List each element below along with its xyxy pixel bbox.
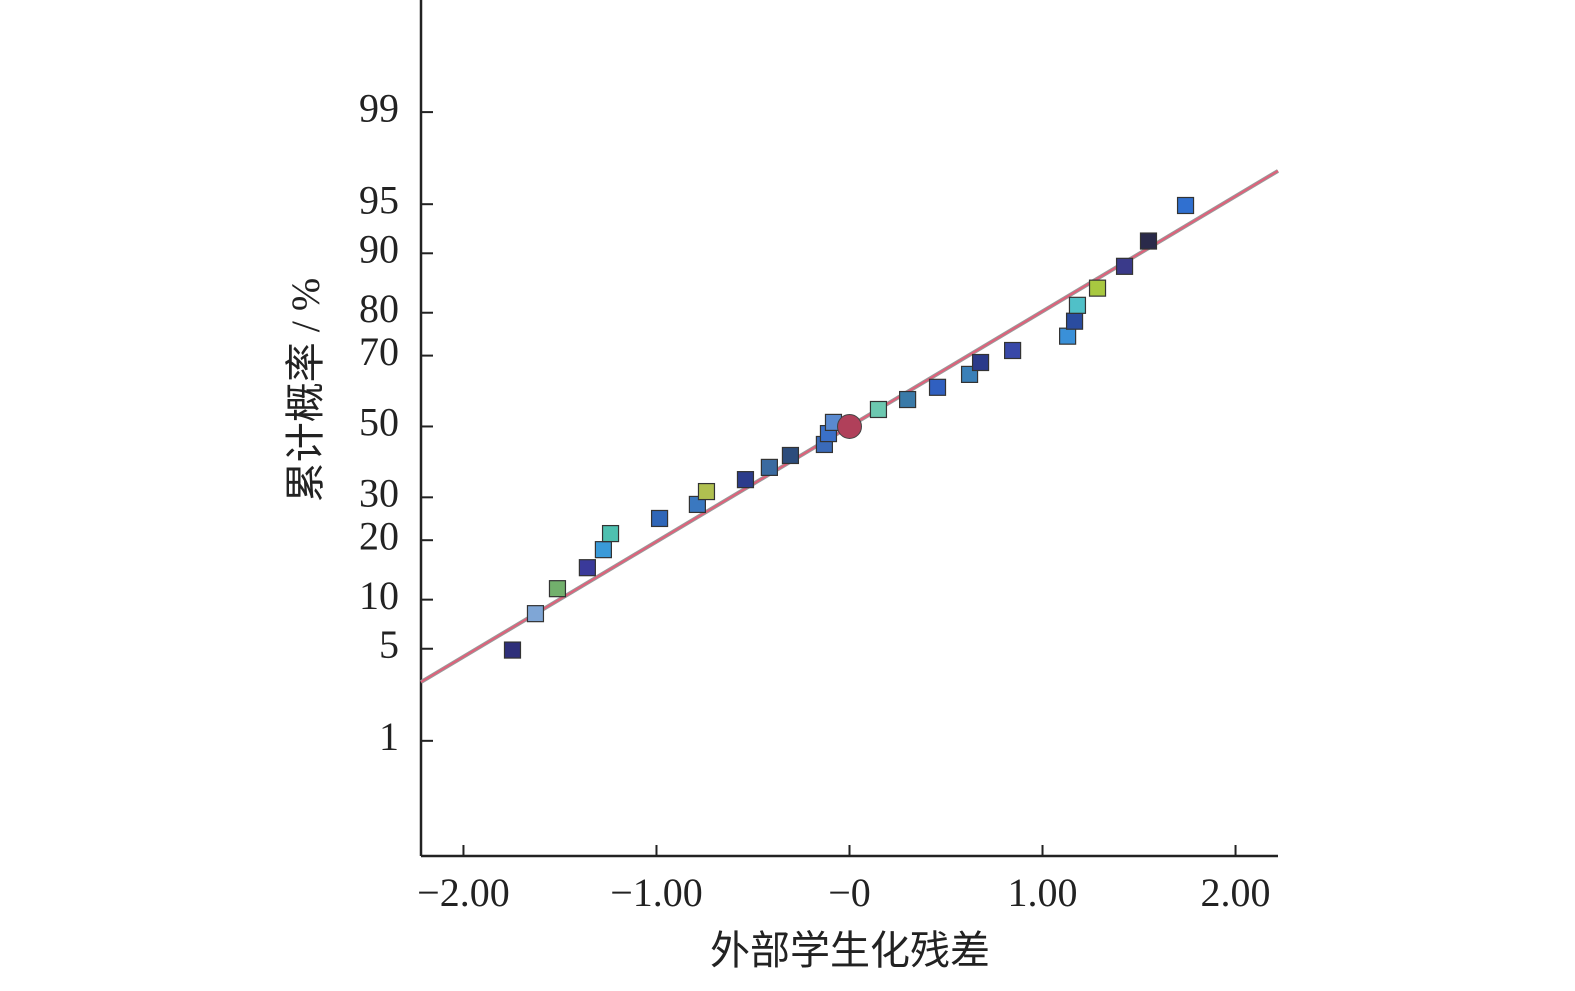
data-point [594,541,613,559]
data-point [869,400,888,419]
data-point [898,390,917,409]
data-point [781,446,800,465]
data-point [526,605,545,623]
data-point [1065,312,1084,330]
data-point [688,495,707,514]
y-axis-title: 累计概率 / % [283,278,328,502]
data-point [760,458,778,476]
y-tick-label: 30 [359,471,399,516]
data-point [1088,279,1107,297]
y-tick-label: 95 [359,177,399,222]
data-point [928,378,947,396]
data-point [601,524,620,543]
x-tick-label: −1.00 [610,870,703,915]
y-tick-label: 50 [359,400,399,445]
data-point [578,559,596,577]
y-tick-label: 1 [379,714,399,759]
data-point [697,482,716,501]
x-tick-label: −2.00 [417,870,510,915]
data-point [548,580,567,598]
data-point [736,471,755,489]
y-tick-label: 99 [359,85,399,130]
y-tick-label: 80 [359,286,399,331]
x-tick-label: 2.00 [1201,870,1271,915]
y-tick-label: 90 [359,226,399,271]
data-point [1059,327,1077,345]
y-tick-label: 10 [359,573,399,618]
data-point [1139,232,1158,250]
data-point [1004,341,1022,360]
y-tick-label: 5 [379,622,399,667]
data-point [503,641,522,659]
data-point [1176,196,1195,215]
data-point [1068,296,1087,314]
mean-point [837,413,862,439]
data-point [650,509,669,528]
y-tick-label: 20 [359,513,399,558]
data-point [1115,257,1134,275]
x-tick-label: −0 [828,870,871,915]
x-axis-title: 外部学生化残差 [710,928,990,973]
data-point [971,353,990,372]
x-tick-label: 1.00 [1008,870,1078,915]
y-tick-label: 70 [359,329,399,374]
